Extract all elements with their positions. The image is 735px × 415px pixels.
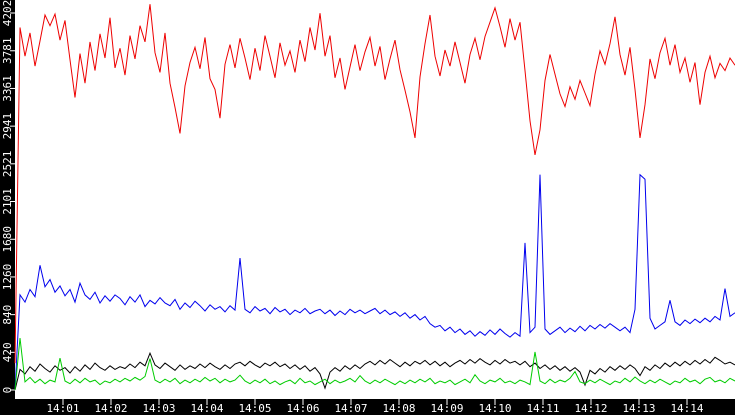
y-axis-tick-label: 3361 bbox=[1, 75, 14, 102]
x-axis-tick-label: 14:09 bbox=[430, 402, 463, 415]
x-axis-tick-label: 14:04 bbox=[190, 402, 223, 415]
y-axis-tick-label: 4202 bbox=[1, 0, 14, 26]
x-axis-tick-label: 14:08 bbox=[382, 402, 415, 415]
x-axis-tick-label: 14:07 bbox=[334, 402, 367, 415]
x-axis-tick-label: 14:01 bbox=[46, 402, 79, 415]
red-series-line bbox=[14, 4, 735, 364]
y-axis-tick-label: 2941 bbox=[1, 113, 14, 140]
x-axis-tick-label: 14:13 bbox=[622, 402, 655, 415]
x-axis-tick-label: 14:05 bbox=[238, 402, 271, 415]
y-axis-tick-label: 3781 bbox=[1, 38, 14, 65]
x-axis-tick-label: 14:12 bbox=[574, 402, 607, 415]
y-axis-tick-label: 1680 bbox=[1, 226, 14, 253]
x-axis-tick-label: 14:11 bbox=[526, 402, 559, 415]
y-axis-tick-label: 2521 bbox=[1, 151, 14, 178]
y-axis-strip bbox=[0, 0, 15, 415]
green-series-line bbox=[14, 337, 735, 391]
y-axis-tick-label: 420 bbox=[1, 342, 14, 362]
y-axis-tick-label: 840 bbox=[1, 305, 14, 325]
black-series-line bbox=[14, 351, 735, 391]
x-axis-tick-label: 14:10 bbox=[478, 402, 511, 415]
y-axis-tick-label: 0 bbox=[1, 387, 14, 394]
x-axis-tick-label: 14:06 bbox=[286, 402, 319, 415]
x-axis-strip bbox=[0, 399, 735, 415]
blue-series-line bbox=[14, 173, 735, 391]
y-axis-tick-label: 1260 bbox=[1, 264, 14, 291]
x-axis-tick-label: 14:03 bbox=[142, 402, 175, 415]
y-axis-tick-label: 2101 bbox=[1, 188, 14, 215]
x-axis-tick-label: 14:02 bbox=[94, 402, 127, 415]
x-axis-tick-label: 14:14 bbox=[670, 402, 703, 415]
